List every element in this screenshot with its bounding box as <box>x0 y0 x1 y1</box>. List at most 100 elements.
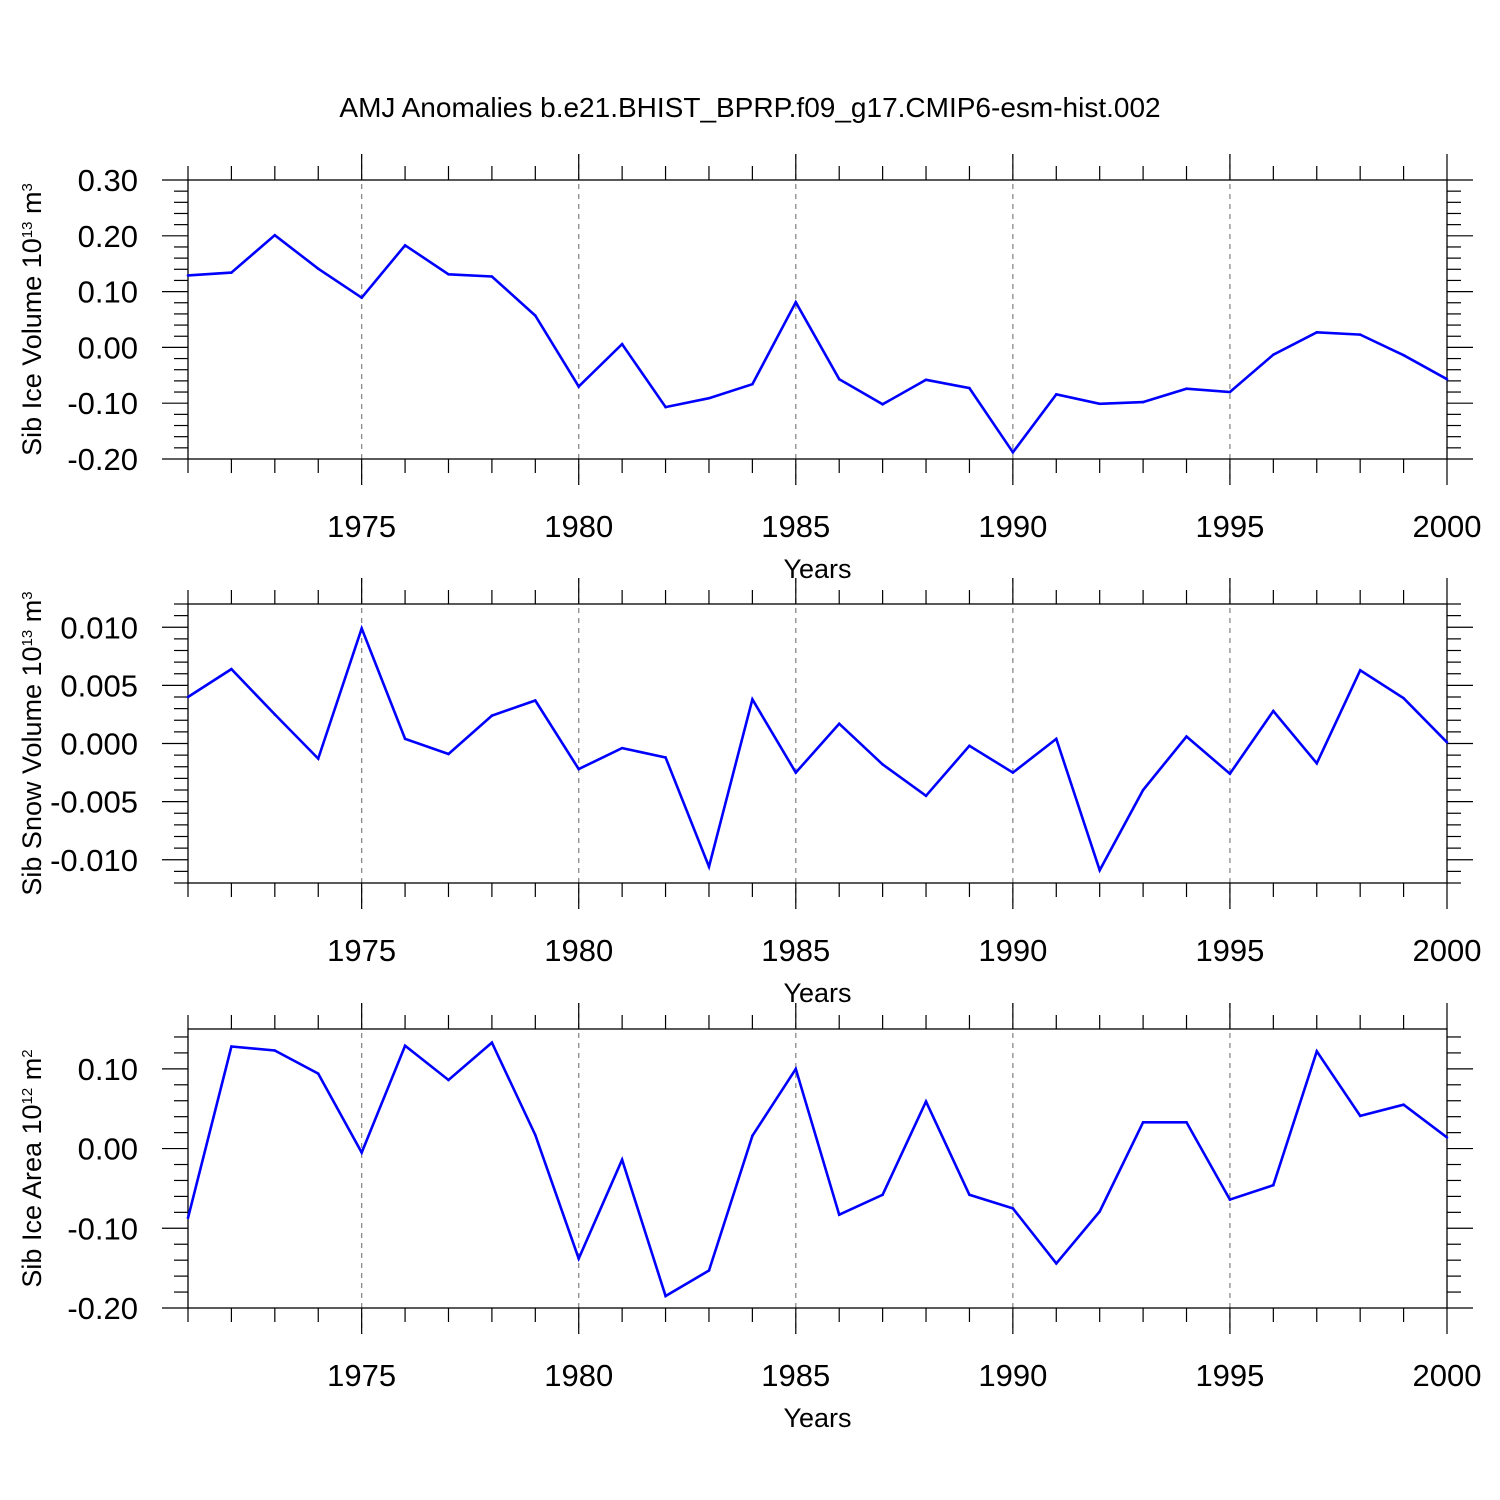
y-tick-label: 0.00 <box>78 1132 138 1167</box>
y-tick-label: 0.10 <box>78 1052 138 1087</box>
data-point <box>968 1193 971 1197</box>
x-tick-label: 1990 <box>978 1358 1047 1393</box>
data-point <box>1272 709 1275 713</box>
data-point <box>664 1294 667 1298</box>
data-point <box>534 699 537 702</box>
panel-1: 0.30 0.20 0.10 0.00 -0.10 -0.20 1975 1980 1985 19… <box>17 154 1481 584</box>
data-point <box>837 1213 841 1217</box>
data-point <box>751 382 754 386</box>
series-line <box>187 624 1448 874</box>
data-point <box>316 1072 320 1075</box>
data-point <box>447 752 450 756</box>
data-point <box>403 737 407 741</box>
panel-2: 0.010 0.005 0.000 -0.005 -0.010 1975 1980 1985 1… <box>17 578 1481 1008</box>
data-point <box>707 865 711 869</box>
x-tick-label: 1975 <box>327 933 396 968</box>
data-point <box>620 1158 624 1162</box>
x-tick-label: 1990 <box>978 933 1047 968</box>
data-point <box>794 771 798 774</box>
data-point <box>1098 1210 1101 1213</box>
data-point <box>577 767 581 771</box>
x-tick-label: 1975 <box>327 1358 396 1393</box>
x-tick-label: 1985 <box>761 933 830 968</box>
y-tick-label: -0.20 <box>67 1291 138 1326</box>
y-tick-label: 0.10 <box>78 275 138 310</box>
series-line <box>187 233 1448 455</box>
data-point <box>490 275 494 278</box>
data-point <box>186 695 190 699</box>
data-point <box>230 271 233 274</box>
data-point <box>924 378 928 382</box>
data-point <box>837 377 841 381</box>
y-tick-label: 0.00 <box>78 330 138 365</box>
data-point <box>707 1269 711 1272</box>
data-point <box>1445 377 1449 381</box>
data-point <box>1358 333 1362 336</box>
data-point <box>316 757 320 760</box>
data-point <box>1358 1114 1362 1118</box>
y-tick-label: -0.010 <box>50 843 138 878</box>
data-point <box>837 722 841 726</box>
data-point <box>577 1257 581 1260</box>
y-tick-label: 0.20 <box>78 219 138 254</box>
data-point <box>794 300 798 304</box>
y-tick-label: -0.10 <box>67 386 138 421</box>
data-point <box>1185 735 1188 738</box>
data-point <box>1315 761 1319 765</box>
x-tick-label: 1995 <box>1195 509 1264 544</box>
data-point <box>881 1193 884 1197</box>
data-point <box>1011 771 1015 774</box>
data-point <box>1098 868 1101 872</box>
x-tick-label: 2000 <box>1413 1358 1482 1393</box>
data-point <box>1402 1103 1405 1107</box>
x-tick-label: 1980 <box>544 509 613 544</box>
data-point <box>534 314 537 317</box>
data-point <box>664 405 667 409</box>
y-axis-label: Sib Ice Area 1012 m2 <box>17 1049 47 1287</box>
data-point <box>1402 696 1405 700</box>
data-point <box>1402 353 1405 357</box>
data-point <box>1315 331 1319 334</box>
data-point <box>403 243 407 247</box>
data-point <box>1185 1120 1188 1124</box>
data-point <box>1185 387 1188 390</box>
y-tick-label: 0.30 <box>78 163 138 198</box>
data-point <box>1098 402 1101 406</box>
data-point <box>1141 400 1145 404</box>
data-point <box>1228 772 1232 776</box>
data-point <box>316 267 320 271</box>
data-point <box>620 342 624 346</box>
x-tick-label: 1975 <box>327 509 396 544</box>
plot-frame <box>187 179 1448 460</box>
data-point <box>881 763 884 766</box>
data-point <box>1054 1262 1058 1265</box>
y-axis-label: Sib Snow Volume 1013 m3 <box>17 591 47 895</box>
x-tick-label: 1995 <box>1195 933 1264 968</box>
data-point <box>707 396 711 400</box>
data-point <box>881 403 884 406</box>
data-point <box>794 1067 798 1071</box>
data-point <box>447 1078 450 1082</box>
y-axis-label: Sib Ice Volume 1013 m3 <box>17 183 47 456</box>
data-point <box>1272 1183 1275 1187</box>
x-tick-label: 1980 <box>544 1358 613 1393</box>
data-point <box>403 1044 407 1048</box>
data-point <box>1141 1120 1145 1124</box>
data-point <box>1272 353 1275 356</box>
x-tick-label: 1980 <box>544 933 613 968</box>
data-point <box>230 667 233 671</box>
x-axis-label: Years <box>783 978 851 1008</box>
data-point <box>924 1100 928 1103</box>
data-point <box>1228 390 1232 394</box>
data-point <box>1445 741 1449 744</box>
data-point <box>490 1041 494 1044</box>
x-tick-label: 1985 <box>761 509 830 544</box>
data-point <box>360 627 363 630</box>
data-point <box>1228 1198 1232 1201</box>
x-tick-label: 1995 <box>1195 1358 1264 1393</box>
y-tick-label: -0.005 <box>50 785 138 820</box>
data-point <box>360 296 363 300</box>
y-tick-label: -0.10 <box>67 1211 138 1246</box>
data-point <box>447 273 450 276</box>
x-tick-label: 2000 <box>1413 509 1482 544</box>
